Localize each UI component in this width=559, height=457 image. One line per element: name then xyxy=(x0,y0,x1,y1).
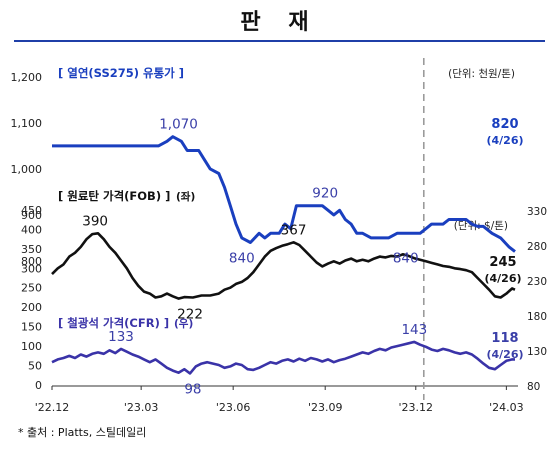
coal-end-date: (4/26) xyxy=(484,272,521,285)
coal-value-annotation: 367 xyxy=(281,222,307,238)
chart-labels: '22.12 '23.03 '23.06 '23.09 '23.12 '24.03 1,20… xyxy=(11,66,548,414)
coal-panel-label: [ 원료탄 가격(FOB) ] xyxy=(58,189,170,203)
coal-y-tick-label: 250 xyxy=(21,282,42,295)
x-tick-label: '22.12 xyxy=(35,401,70,414)
hrc-y-tick-label: 1,200 xyxy=(11,71,43,84)
hrc-price-line xyxy=(52,135,516,253)
x-tick-label: '23.09 xyxy=(308,401,343,414)
ore-panel-suffix: (우) xyxy=(174,318,193,330)
ore-price-line xyxy=(51,340,515,375)
ore-value-annotation: 143 xyxy=(401,322,427,338)
ore-panel-label: [ 철광석 가격(CFR) ] xyxy=(58,316,169,330)
hrc-end-value: 820 xyxy=(491,117,518,132)
coal-value-annotation: 222 xyxy=(177,307,203,323)
hrc-y-tick-label: 1,000 xyxy=(11,163,43,176)
right-y-tick-label: 230 xyxy=(527,276,547,288)
x-tick-label: '23.06 xyxy=(216,401,251,414)
chart-annotations: 1,070 920 840 840 390 367 222 133 143 98 820 (4/26)… xyxy=(82,117,523,398)
hrc-unit-label: (단위: 천원/톤) xyxy=(448,67,515,80)
coal-y-tick-label: 450 xyxy=(21,204,42,217)
hrc-value-annotation: 840 xyxy=(229,250,255,266)
hrc-value-annotation: 1,070 xyxy=(159,117,198,133)
right-y-tick-label: 280 xyxy=(527,241,547,253)
coal-panel-suffix: (좌) xyxy=(176,190,195,203)
hrc-end-date: (4/26) xyxy=(486,134,523,147)
ore-end-date: (4/26) xyxy=(486,348,523,361)
ore-value-annotation: 98 xyxy=(184,381,201,397)
right-y-tick-label: 180 xyxy=(527,311,547,323)
hrc-y-tick-label: 800 xyxy=(21,255,42,268)
coal-y-tick-label: 350 xyxy=(21,243,42,256)
coal-end-value: 245 xyxy=(489,255,516,270)
hrc-value-annotation: 920 xyxy=(312,186,338,202)
right-y-tick-label: 130 xyxy=(527,346,547,358)
right-y-tick-label: 80 xyxy=(527,381,540,393)
hrc-y-tick-label: 1,100 xyxy=(11,117,43,130)
right-y-tick-label: 330 xyxy=(527,206,547,218)
x-tick-label: '24.03 xyxy=(489,401,524,414)
coal-y-tick-label: 50 xyxy=(28,359,42,372)
hrc-panel-label: [ 열연(SS275) 유통가 ] xyxy=(58,66,184,80)
chart-series xyxy=(51,135,516,375)
hrc-y-tick-label: 900 xyxy=(21,209,42,222)
x-tick-label: '23.03 xyxy=(124,401,159,414)
coal-y-tick-label: 400 xyxy=(21,223,42,236)
coal-y-tick-label: 0 xyxy=(35,379,42,392)
coal-y-tick-label: 200 xyxy=(21,301,42,314)
hrc-value-annotation: 840 xyxy=(393,250,419,266)
source-note: * 출처 : Platts, 스틸데일리 xyxy=(18,426,147,439)
x-tick-label: '23.12 xyxy=(399,401,434,414)
page-title: 판 재 xyxy=(240,10,319,35)
coal-y-tick-label: 300 xyxy=(21,262,42,275)
coal-y-tick-label: 150 xyxy=(21,321,42,334)
coal-price-line xyxy=(51,232,516,300)
title-divider xyxy=(14,40,545,42)
ore-end-value: 118 xyxy=(491,331,518,346)
coal-value-annotation: 390 xyxy=(82,213,108,229)
ore-value-annotation: 133 xyxy=(108,329,134,345)
coal-y-tick-label: 100 xyxy=(21,340,42,353)
